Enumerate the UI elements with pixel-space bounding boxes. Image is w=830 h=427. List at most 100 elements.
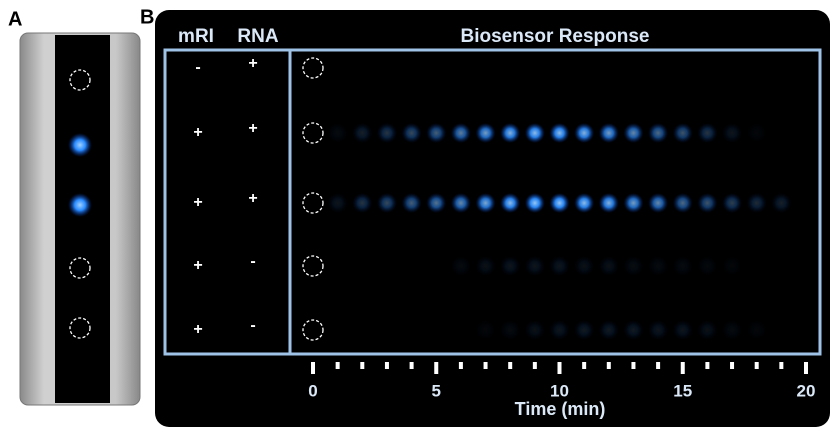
dot [697, 256, 717, 276]
axis-label: Time (min) [515, 399, 606, 419]
dot [377, 193, 397, 213]
dot [476, 193, 496, 213]
dot [599, 256, 619, 276]
dot [722, 320, 742, 340]
dot [451, 123, 471, 143]
tick-mark [385, 362, 389, 369]
tick-label: 20 [797, 381, 816, 400]
dot [623, 193, 643, 213]
tick-mark [459, 362, 463, 369]
tick-mark [558, 362, 562, 374]
tick-mark [779, 362, 783, 369]
tick-label: 10 [550, 381, 569, 400]
tick-mark [582, 362, 586, 369]
dot [500, 193, 520, 213]
dot [525, 256, 545, 276]
header: mRI [178, 26, 214, 47]
sign: - [250, 317, 255, 334]
dot [599, 193, 619, 213]
dot [673, 256, 693, 276]
sign: + [248, 190, 257, 207]
dot [697, 193, 717, 213]
header: RNA [237, 26, 278, 47]
well-glow [68, 133, 92, 157]
tick-mark [410, 362, 414, 369]
dot [599, 123, 619, 143]
tick-mark [311, 362, 315, 374]
dot [352, 193, 372, 213]
dot [697, 123, 717, 143]
sign: + [248, 55, 257, 72]
dot [328, 193, 348, 213]
dot [648, 320, 668, 340]
dot [550, 193, 570, 213]
dot [525, 123, 545, 143]
tick-mark [705, 362, 709, 369]
sign: + [193, 321, 202, 338]
dot [328, 123, 348, 143]
panel-label: A [8, 8, 22, 30]
dot [574, 193, 594, 213]
sign: - [250, 253, 255, 270]
dot [525, 320, 545, 340]
dot [451, 256, 471, 276]
tick-mark [730, 362, 734, 369]
dot [771, 193, 791, 213]
dot [722, 256, 742, 276]
well-glow [68, 193, 92, 217]
dot [451, 193, 471, 213]
dot [722, 193, 742, 213]
dot [476, 320, 496, 340]
tick-mark [434, 362, 438, 374]
dot [574, 256, 594, 276]
dot [673, 320, 693, 340]
dot [722, 123, 742, 143]
dot [500, 123, 520, 143]
title: Biosensor Response [461, 26, 650, 47]
dot [402, 193, 422, 213]
tick-mark [656, 362, 660, 369]
tick-mark [508, 362, 512, 369]
dot [623, 123, 643, 143]
dot [500, 320, 520, 340]
dot [525, 193, 545, 213]
dot [574, 320, 594, 340]
tick-mark [484, 362, 488, 369]
dot [673, 123, 693, 143]
sign: + [193, 257, 202, 274]
sign: - [195, 59, 200, 76]
sign: + [193, 124, 202, 141]
dot [426, 193, 446, 213]
tick-mark [360, 362, 364, 369]
dot [747, 320, 767, 340]
dot [476, 256, 496, 276]
tick-label: 5 [432, 381, 441, 400]
dot [747, 123, 767, 143]
dot [550, 256, 570, 276]
dot [673, 193, 693, 213]
dot [574, 123, 594, 143]
dot [500, 256, 520, 276]
dot [648, 193, 668, 213]
dot [648, 256, 668, 276]
tick-label: 15 [673, 381, 692, 400]
dot [697, 320, 717, 340]
tick-mark [607, 362, 611, 369]
dot [599, 320, 619, 340]
dot [377, 123, 397, 143]
sign: + [193, 194, 202, 211]
tick-mark [804, 362, 808, 374]
tick-mark [631, 362, 635, 369]
dot [402, 123, 422, 143]
tick-mark [681, 362, 685, 374]
dot [648, 123, 668, 143]
tick-label: 0 [308, 381, 317, 400]
tick-mark [336, 362, 340, 369]
panel-label: B [140, 6, 154, 28]
dot [623, 320, 643, 340]
dot [476, 123, 496, 143]
tick-mark [533, 362, 537, 369]
dot [550, 320, 570, 340]
dot [550, 123, 570, 143]
figure: A B mRI RNA Biosensor Response Time (min… [0, 0, 830, 427]
